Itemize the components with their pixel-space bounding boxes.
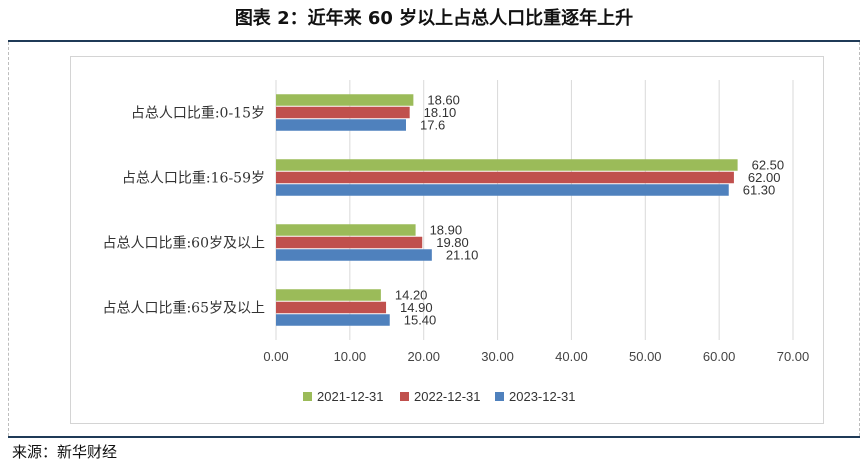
bar [276,119,406,131]
frame-right [859,42,860,436]
data-label: 15.40 [404,313,437,328]
data-label: 14.20 [395,288,428,303]
bars [276,94,738,326]
top-rule [8,40,860,42]
page-title: 图表 2：近年来 60 岁以上占总人口比重逐年上升 [234,8,634,29]
bar [276,249,432,261]
x-tick-label: 0.00 [263,349,288,364]
x-tick-label: 60.00 [703,349,736,364]
bar [276,289,381,301]
legend-swatch [495,392,504,401]
bottom-rule [8,436,860,438]
data-label: 18.90 [430,223,463,238]
category-label: 占总人口比重:16-59岁 [122,171,265,187]
x-tick-label: 40.00 [555,349,588,364]
bar [276,184,729,196]
category-label: 占总人口比重:65岁及以上 [102,301,265,317]
data-label: 61.30 [743,183,776,198]
legend-swatch [400,392,409,401]
category-labels: 占总人口比重:0-15岁占总人口比重:16-59岁占总人口比重:60岁及以上占总… [102,106,265,317]
x-tick-labels: 0.00 10.00 20.00 30.00 40.00 50.00 60.00 70.00 [263,349,809,364]
data-label: 18.60 [427,93,460,108]
legend-entry: 2023-12-31 [509,389,576,404]
bar [276,159,738,171]
data-label: 21.10 [446,248,479,263]
legend: 2021-12-31 2022-12-31 2023-12-31 [303,389,576,404]
data-label: 18.10 [424,105,457,120]
bar [276,94,414,106]
gridlines [275,80,794,340]
frame-left [8,42,9,436]
bar [276,106,410,119]
legend-entry: 2021-12-31 [317,389,384,404]
x-tick-label: 50.00 [629,349,662,364]
data-label: 62.00 [748,170,781,185]
data-label: 14.90 [400,300,433,315]
x-tick-label: 30.00 [481,349,514,364]
data-label: 62.50 [752,158,785,173]
bar [276,301,387,314]
source-note: 来源：新华财经 [12,443,118,461]
legend-entry: 2022-12-31 [414,389,481,404]
category-label: 占总人口比重:0-15岁 [131,106,265,122]
bar [276,236,423,249]
x-tick-label: 10.00 [334,349,367,364]
chart-area [70,56,824,424]
x-tick-label: 20.00 [407,349,440,364]
bar [276,171,734,184]
data-label: 19.80 [436,235,469,250]
data-label: 17.6 [420,118,445,133]
bar [276,224,416,236]
x-tick-label: 70.00 [777,349,810,364]
bar [276,314,390,326]
category-label: 占总人口比重:60岁及以上 [102,236,265,252]
legend-swatch [303,392,312,401]
